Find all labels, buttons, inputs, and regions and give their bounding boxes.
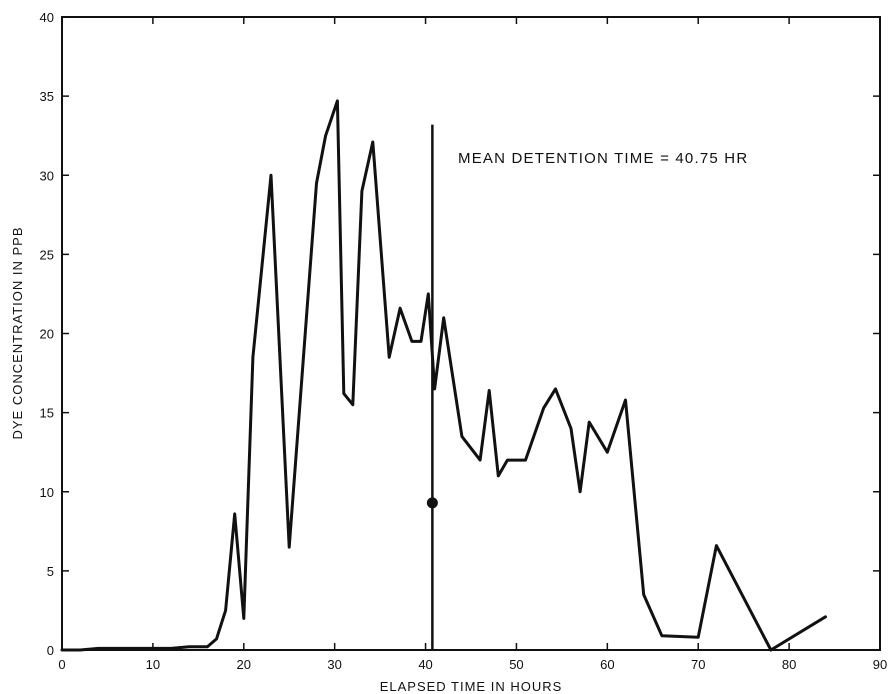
x-tick-label: 10 bbox=[146, 657, 160, 672]
mean-detention-annotation: MEAN DETENTION TIME = 40.75 HR bbox=[458, 150, 748, 167]
y-tick-label: 0 bbox=[47, 643, 54, 658]
x-ticks: 0 10 20 30 40 50 60 70 80 90 bbox=[58, 17, 887, 672]
x-tick-label: 90 bbox=[873, 657, 887, 672]
y-tick-label: 10 bbox=[40, 485, 54, 500]
y-axis-label: DYE CONCENTRATION IN PPB bbox=[10, 226, 25, 439]
y-tick-label: 40 bbox=[40, 10, 54, 25]
x-tick-label: 0 bbox=[58, 657, 65, 672]
x-tick-label: 70 bbox=[691, 657, 705, 672]
x-tick-label: 30 bbox=[327, 657, 341, 672]
y-tick-label: 25 bbox=[40, 247, 54, 262]
x-tick-label: 60 bbox=[600, 657, 614, 672]
dye-concentration-line bbox=[62, 101, 826, 650]
y-tick-label: 5 bbox=[47, 564, 54, 579]
y-tick-label: 15 bbox=[40, 406, 54, 421]
y-ticks: 0 5 10 15 20 25 30 35 40 bbox=[40, 10, 880, 658]
y-tick-label: 35 bbox=[40, 89, 54, 104]
y-tick-label: 30 bbox=[40, 168, 54, 183]
x-tick-label: 40 bbox=[418, 657, 432, 672]
mean-detention-point bbox=[427, 497, 438, 508]
x-tick-label: 80 bbox=[782, 657, 796, 672]
x-axis-label: ELAPSED TIME IN HOURS bbox=[380, 679, 563, 694]
plot-frame bbox=[62, 17, 880, 650]
y-tick-label: 20 bbox=[40, 327, 54, 342]
x-tick-label: 20 bbox=[237, 657, 251, 672]
x-tick-label: 50 bbox=[509, 657, 523, 672]
